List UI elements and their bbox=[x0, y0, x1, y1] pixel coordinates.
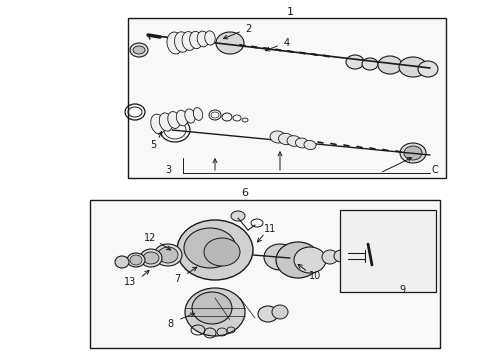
Ellipse shape bbox=[176, 110, 188, 126]
Ellipse shape bbox=[334, 250, 348, 262]
Ellipse shape bbox=[294, 247, 326, 273]
Ellipse shape bbox=[272, 305, 288, 319]
Ellipse shape bbox=[127, 253, 145, 267]
Ellipse shape bbox=[231, 211, 245, 221]
Text: 1: 1 bbox=[287, 7, 294, 17]
Ellipse shape bbox=[304, 140, 316, 150]
Ellipse shape bbox=[276, 242, 320, 278]
Ellipse shape bbox=[154, 244, 182, 266]
Ellipse shape bbox=[182, 32, 196, 50]
Ellipse shape bbox=[185, 288, 245, 336]
Text: 9: 9 bbox=[399, 285, 405, 295]
Ellipse shape bbox=[295, 138, 309, 148]
Ellipse shape bbox=[278, 133, 294, 145]
Ellipse shape bbox=[140, 249, 162, 267]
Ellipse shape bbox=[258, 306, 278, 322]
Ellipse shape bbox=[205, 31, 215, 45]
Ellipse shape bbox=[375, 252, 415, 284]
Ellipse shape bbox=[287, 136, 301, 146]
Ellipse shape bbox=[270, 131, 286, 143]
Ellipse shape bbox=[192, 292, 232, 324]
Text: 7: 7 bbox=[174, 274, 180, 284]
Ellipse shape bbox=[399, 57, 427, 77]
Text: 11: 11 bbox=[264, 224, 276, 234]
Text: 2: 2 bbox=[245, 24, 251, 34]
Ellipse shape bbox=[115, 256, 129, 268]
Text: 8: 8 bbox=[167, 319, 173, 329]
Ellipse shape bbox=[322, 250, 338, 264]
Ellipse shape bbox=[185, 109, 195, 123]
Ellipse shape bbox=[167, 32, 183, 54]
Bar bbox=[340, 210, 436, 292]
Ellipse shape bbox=[418, 61, 438, 77]
Ellipse shape bbox=[346, 55, 364, 69]
Text: 6: 6 bbox=[242, 188, 248, 198]
Ellipse shape bbox=[204, 238, 240, 266]
Text: 10: 10 bbox=[309, 271, 321, 281]
Ellipse shape bbox=[159, 113, 173, 131]
Ellipse shape bbox=[151, 114, 165, 134]
Ellipse shape bbox=[404, 146, 422, 160]
Text: 5: 5 bbox=[150, 140, 156, 150]
Text: 4: 4 bbox=[284, 38, 290, 48]
Ellipse shape bbox=[130, 43, 148, 57]
Ellipse shape bbox=[378, 56, 402, 74]
Ellipse shape bbox=[130, 255, 142, 265]
Ellipse shape bbox=[143, 252, 159, 264]
Ellipse shape bbox=[400, 143, 426, 163]
Ellipse shape bbox=[174, 32, 190, 52]
Ellipse shape bbox=[197, 31, 209, 47]
Ellipse shape bbox=[177, 220, 253, 280]
Text: 12: 12 bbox=[144, 233, 156, 243]
Ellipse shape bbox=[158, 247, 178, 263]
Ellipse shape bbox=[168, 112, 180, 129]
Ellipse shape bbox=[264, 244, 296, 270]
Ellipse shape bbox=[193, 108, 203, 120]
Ellipse shape bbox=[381, 257, 409, 279]
Ellipse shape bbox=[184, 228, 236, 268]
Bar bbox=[128, 18, 446, 178]
Text: C: C bbox=[432, 165, 439, 175]
Bar bbox=[90, 200, 440, 348]
Text: 3: 3 bbox=[165, 165, 171, 175]
Text: 13: 13 bbox=[124, 277, 136, 287]
Ellipse shape bbox=[216, 32, 244, 54]
Ellipse shape bbox=[133, 46, 145, 54]
Ellipse shape bbox=[362, 58, 378, 70]
Ellipse shape bbox=[190, 31, 202, 49]
